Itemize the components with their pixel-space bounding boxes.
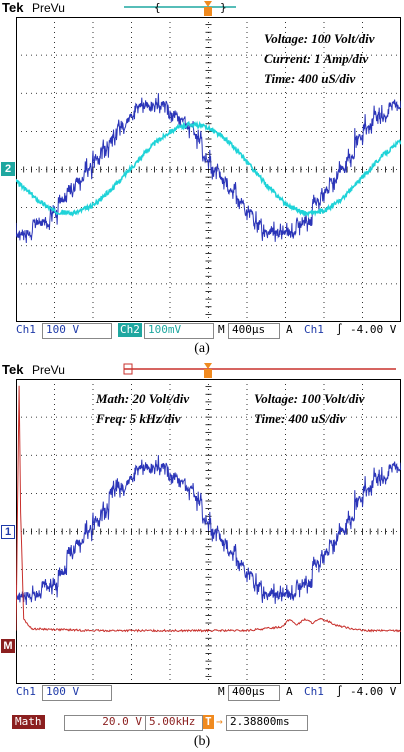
m-label-b: M [218, 685, 225, 698]
timebase: 400µs [228, 323, 280, 339]
arrow-icon: → [216, 715, 223, 728]
ch1-label-b: Ch1 [16, 685, 36, 698]
scope-panel-a: Tek PreVu {} Voltage: 100 Volt/div Curren… [0, 0, 404, 344]
trigger-slope-icon-b: ∫ [336, 685, 343, 698]
timebase-b: 400µs [228, 685, 280, 701]
trigger-t-marker [204, 369, 212, 378]
math-scale: 20.0 V [64, 715, 146, 731]
math-ground-marker: M [1, 639, 15, 653]
record-window [123, 363, 133, 375]
bracket-right: } [220, 1, 227, 14]
record-view-bar-b [123, 363, 396, 378]
annotation-1: Voltage: 100 Volt/div [264, 31, 375, 46]
m-label: M [218, 323, 225, 336]
status-bar-b: Ch1 100 V M 400µs A Ch1 ∫ -4.00 V [0, 684, 404, 701]
brand-logo-b: Tek [2, 362, 24, 377]
acq-a-label-b: A [286, 685, 293, 698]
trigger-slope-icon: ∫ [336, 323, 343, 336]
ch1-ground-marker: 1 [1, 525, 15, 539]
scope-panel-b: Tek PreVu Math: 20 Volt/div Freq: 5 kHz/d… [0, 362, 404, 736]
math-fft-trace [16, 385, 401, 633]
trigger-channel-b: Ch1 [304, 685, 324, 698]
ch2-label: Ch2 [118, 323, 142, 337]
trigger-channel: Ch1 [304, 323, 324, 336]
annotation-2: Current: 1 Amp/div [264, 51, 368, 66]
annotation-1: Math: 20 Volt/div [95, 391, 189, 406]
ch2-current-trace [16, 120, 401, 218]
waveform-plot-b: Math: 20 Volt/div Freq: 5 kHz/div Voltage:… [16, 379, 401, 684]
scope-screen-a: Voltage: 100 Volt/div Current: 1 Amp/div T… [16, 17, 401, 322]
acq-mode-label: PreVu [32, 1, 65, 15]
record-view-bar: {} [124, 1, 236, 16]
ch1-voltage-trace [16, 93, 401, 244]
acq-a-label: A [286, 323, 293, 336]
ch1-scale-b: 100 V [42, 685, 112, 701]
trigger-position: 2.38800ms [226, 715, 308, 731]
ch1-label: Ch1 [16, 323, 36, 336]
acq-mode-label-b: PreVu [32, 363, 65, 377]
math-label: Math [12, 715, 45, 729]
bracket-left: { [154, 1, 161, 14]
waveform-plot-a: Voltage: 100 Volt/div Current: 1 Amp/div T… [16, 17, 401, 322]
brand-logo: Tek [2, 0, 24, 15]
ch1-voltage-trace [16, 455, 401, 606]
ch2-scale: 100mV [144, 323, 214, 339]
scope-screen-b: Math: 20 Volt/div Freq: 5 kHz/div Voltage:… [16, 379, 401, 684]
ch2-ground-marker: 2 [1, 162, 15, 176]
annotation-3: Voltage: 100 Volt/div [254, 391, 365, 406]
caption-b: (b) [193, 734, 211, 749]
t-position-icon: T [203, 715, 214, 729]
ch1-scale: 100 V [42, 323, 112, 339]
math-status-bar: Math 20.0 V 5.00kHz T → 2.38800ms [0, 714, 404, 732]
trigger-level: -4.00 V [350, 323, 397, 336]
annotation-3: Time: 400 uS/div [264, 71, 355, 86]
trigger-t-marker [204, 7, 212, 16]
annotation-4: Time: 400 uS/div [254, 411, 345, 426]
trigger-level-b: -4.00 V [350, 685, 397, 698]
math-freq: 5.00kHz [146, 715, 203, 731]
caption-a: (a) [194, 341, 210, 356]
trigger-point-marker [204, 1, 212, 7]
annotation-2: Freq: 5 kHz/div [95, 411, 181, 426]
status-bar-a: Ch1 100 V Ch2 100mV M 400µs A Ch1 ∫ -4.0… [0, 322, 404, 339]
trigger-point-marker [204, 363, 212, 369]
